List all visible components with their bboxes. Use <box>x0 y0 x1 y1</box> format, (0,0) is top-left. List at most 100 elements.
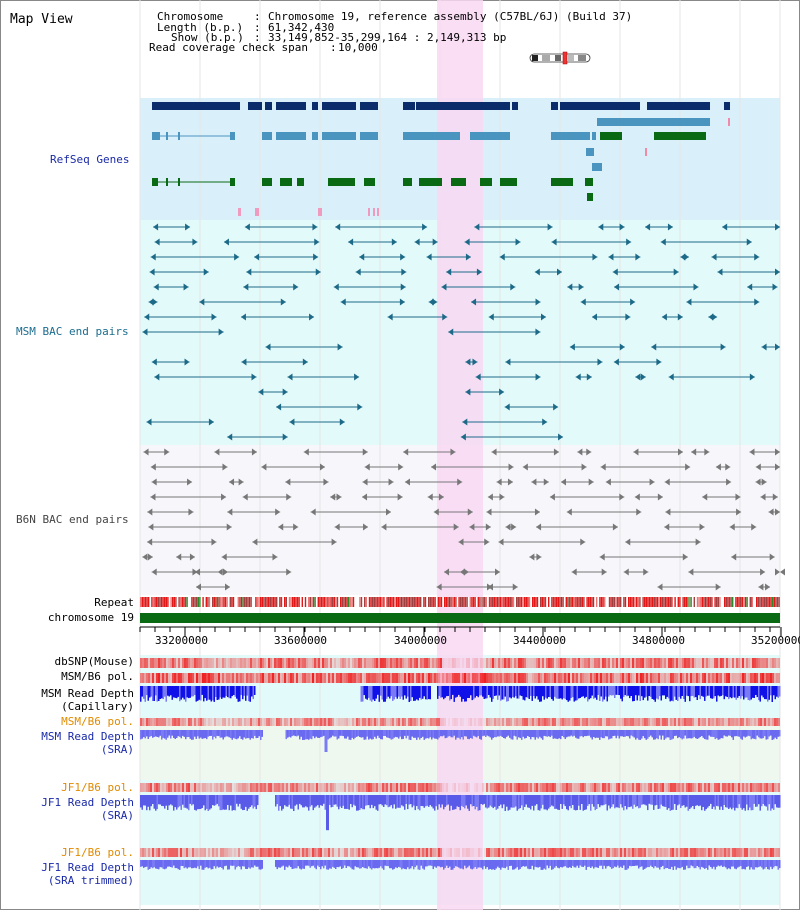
msm-b6-pol-cell <box>214 673 216 683</box>
msm-depth-sra-bar <box>506 730 508 737</box>
msm-bac-track-label[interactable]: MSM BAC end pairs <box>16 325 129 338</box>
jf1-depth-sra-bar <box>356 795 358 811</box>
msm-b6-pol-cell <box>562 718 564 726</box>
repeat-element <box>447 597 449 607</box>
jf1-b6-pol-cell <box>224 848 226 857</box>
repeat-element <box>493 597 495 607</box>
jf1-b6-pol-cell <box>570 783 572 792</box>
b6n-bac-pair-end <box>278 523 284 531</box>
dbsnp-cell <box>412 658 414 668</box>
jf1-b6-pol-cell <box>276 848 278 857</box>
dbsnp-cell <box>238 658 240 668</box>
jf1-b6-pol-cell <box>522 783 524 792</box>
repeat-element <box>272 597 275 607</box>
repeat-element <box>376 597 379 607</box>
refseq-track-label[interactable]: RefSeq Genes <box>50 153 129 166</box>
msm-depth-sra-bar <box>678 730 680 738</box>
msm-depth-capillary-bar <box>638 686 640 696</box>
dbsnp-cell <box>442 658 444 668</box>
msm-b6-pol-cell <box>558 673 560 683</box>
msm-bac-pair-end <box>510 283 516 291</box>
msm-depth-sra-bar <box>494 730 496 738</box>
msm-depth-capillary-bar <box>405 686 407 699</box>
jf1-b6-pol-cell <box>748 848 750 857</box>
jf1-b6-pol-cell <box>552 848 554 857</box>
jf1-depth-sra-bar <box>491 795 493 807</box>
jf1-depth-trim-bar <box>729 860 731 870</box>
repeat-element <box>324 597 326 607</box>
jf1-b6-pol-cell <box>524 848 526 857</box>
msm-depth-sra-bar <box>161 730 163 740</box>
msm-b6-pol-cell <box>498 718 500 726</box>
msm-b6-pol-cell <box>760 673 762 683</box>
msm-b6-pol-cell <box>178 673 180 683</box>
repeat-element <box>536 597 539 607</box>
msm-depth-capillary-bar <box>702 686 704 697</box>
map-view-title: Map View <box>10 12 73 27</box>
repeat-element <box>157 597 159 607</box>
msm-b6-pol-cell <box>572 673 574 683</box>
refseq-genes-track[interactable] <box>152 102 730 216</box>
dbsnp-cell <box>574 658 576 668</box>
msm-b6-pol-cell <box>518 718 520 726</box>
msm-depth-sra-bar <box>746 730 748 737</box>
repeat-element <box>575 597 577 607</box>
jf1-depth-sra-bar <box>197 795 199 810</box>
jf1-b6-pol-cell <box>390 848 392 857</box>
jf1-depth-sra-bar <box>254 795 256 807</box>
repeat-element <box>500 597 502 607</box>
msm-depth-sra-bar <box>650 730 652 736</box>
jf1-depth-sra-bar <box>548 795 550 809</box>
msm-depth-sra-bar <box>708 730 710 736</box>
jf1-depth-sra-bar <box>345 795 347 809</box>
msm-depth-sra-bar <box>606 730 608 737</box>
jf1-b6-pol-cell <box>586 848 588 857</box>
msm-bac-pair-end <box>441 283 447 291</box>
jf1-b6-pol-cell <box>408 783 410 792</box>
dbsnp-cell <box>346 658 348 668</box>
jf1-b6-pol-cell <box>612 848 614 857</box>
dbsnp-cell <box>772 658 774 668</box>
dbsnp-cell <box>568 658 570 668</box>
jf1-depth-trim-bar <box>191 860 193 869</box>
b6n-bac-end-pairs-track[interactable] <box>142 448 785 591</box>
repeat-element <box>757 597 759 607</box>
jf1-depth-trim-bar <box>735 860 737 870</box>
jf1-depth-trim-bar <box>728 860 730 869</box>
jf1-b6-pol-cell <box>508 783 510 792</box>
jf1-b6-pol-cell <box>460 848 462 857</box>
repeat-element <box>276 597 278 607</box>
jf1-b6-pol-cell <box>260 848 262 857</box>
msm-depth-capillary-bar <box>723 686 725 700</box>
dbsnp-cell <box>768 658 770 668</box>
msm-depth-capillary-bar <box>597 686 599 695</box>
msm-depth-capillary-bar <box>233 686 235 695</box>
jf1-depth-trim-bar <box>239 860 241 867</box>
dbsnp-cell <box>728 658 730 668</box>
dbsnp-cell <box>166 658 168 668</box>
msm-depth-capillary-bar <box>683 686 685 699</box>
msm-depth-capillary-bar <box>465 686 467 702</box>
msm-bac-pair-end <box>754 298 760 306</box>
b6n-bac-track-label[interactable]: B6N BAC end pairs <box>16 513 129 526</box>
repeat-element <box>284 597 286 607</box>
msm-depth-capillary-bar <box>722 686 724 696</box>
msm-b6-pol-cell <box>764 718 766 726</box>
repeat-element <box>229 597 231 607</box>
dbsnp-cell <box>564 658 566 668</box>
jf1-b6-pol-cell <box>408 848 410 857</box>
msm-bac-pair-end <box>254 253 260 261</box>
msm-depth-sra-bar <box>467 730 469 739</box>
jf1-depth-trim-bar <box>491 860 493 870</box>
msm-b6-pol-cell <box>722 718 724 726</box>
dbsnp-cell <box>650 658 652 668</box>
repeat-element <box>592 597 595 607</box>
msm-b6-pol-cell <box>382 673 384 683</box>
msm-b6-pol-cell <box>510 718 512 726</box>
jf1-depth-trim-bar <box>449 860 451 867</box>
msm-bac-pair-end <box>315 268 321 276</box>
chromosome-ideogram[interactable] <box>529 51 591 65</box>
msm-bac-end-pairs-track[interactable] <box>142 223 780 441</box>
msm-depth-sra-bar <box>681 730 683 740</box>
msm-depth-sra-bar <box>515 730 517 737</box>
